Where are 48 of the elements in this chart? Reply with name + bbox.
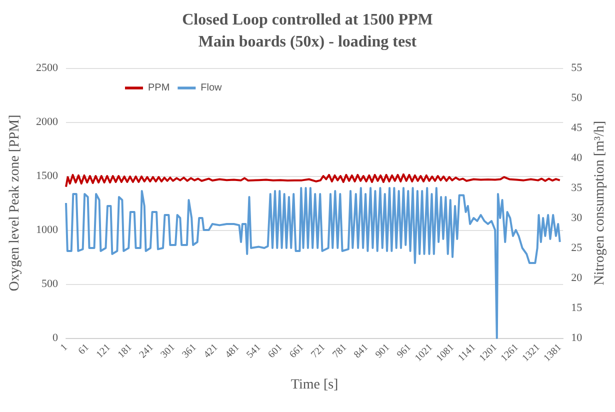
x-tick-label: 361 [180,342,199,360]
y2-tick-label: 40 [571,152,583,164]
x-tick-label: 61 [76,342,92,357]
x-tick-label: 541 [244,342,264,360]
y-tick-label: 1000 [36,224,58,236]
y2-axis-title: Nitrogen consumption [m³/h] [592,120,608,286]
y-tick-label: 2000 [36,116,58,128]
x-tick-label: 961 [395,342,414,360]
x-tick-label: 901 [374,342,392,360]
x-tick-label: 481 [223,342,242,360]
y-axis-title: Oxygen level Peak zone [PPM] [8,114,22,292]
y-tick-label: 0 [52,332,58,344]
x-tick-label: 121 [94,342,113,360]
y-tick-label: 1500 [36,170,58,182]
y2-tick-label: 30 [571,212,583,224]
y-tick-label: 500 [42,278,58,290]
x-tick-label: 1201 [477,342,500,364]
x-tick-label: 301 [158,342,178,360]
line-series [65,173,561,188]
y2-tick-label: 55 [571,62,583,74]
legend-label: PPM [148,82,170,94]
x-tick-label: 841 [352,342,371,360]
x-tick-label: 1021 [413,342,435,364]
y2-tick-label: 15 [571,302,583,314]
x-tick-label: 1321 [520,342,542,364]
line-series [65,187,561,339]
y-tick-label: 2500 [36,62,58,74]
x-tick-label: 1 [58,342,70,354]
x-tick-label: 601 [266,342,285,360]
chart-title: Closed Loop controlled at 1500 PPM Main boards (50x) - loading test [182,12,433,50]
x-tick-label: 661 [288,342,306,360]
x-tick-label: 721 [309,342,328,360]
x-tick-label: 181 [116,342,134,360]
x-tick-label: 1141 [456,342,478,364]
x-tick-label: 241 [137,342,156,360]
x-tick-label: 1261 [498,342,521,364]
x-tick-label: 1381 [542,342,564,364]
y2-tick-label: 20 [571,272,583,284]
y2-tick-label: 35 [571,182,583,194]
legend-label: Flow [200,82,223,94]
y2-tick-label: 45 [571,122,583,134]
y2-tick-label: 10 [571,332,583,344]
x-tick-label: 1081 [434,342,456,364]
x-tick-label: 781 [330,342,350,360]
y2-tick-label: 50 [571,92,583,104]
x-axis-title: Time [s] [290,378,338,392]
x-tick-label: 421 [202,342,220,360]
y2-tick-label: 25 [571,242,583,254]
